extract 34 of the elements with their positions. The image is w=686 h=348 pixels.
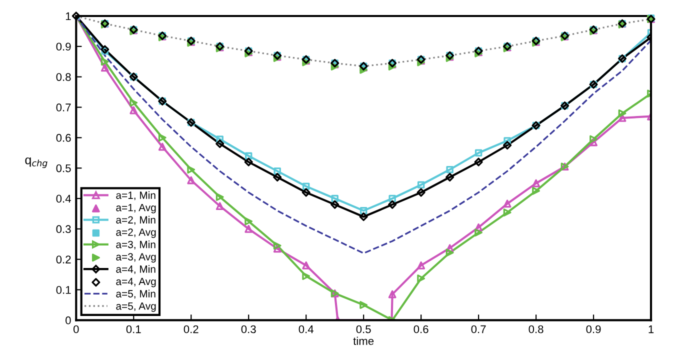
y-tick-label: 0.1 [56, 286, 71, 294]
x-tick-label: 0.3 [241, 325, 256, 334]
legend-label: a=3, Min [116, 240, 156, 250]
x-tick-label: 0.6 [414, 325, 428, 334]
x-axis-title: time [353, 336, 374, 345]
y-tick-label: 0 [66, 316, 71, 324]
x-tick-label: 0.4 [298, 325, 314, 334]
x-tick-label: 0.5 [356, 325, 371, 334]
x-tick-label: 0.7 [471, 325, 486, 334]
x-tick-label: 0.2 [184, 325, 198, 334]
y-tick-label: 0.5 [56, 164, 71, 172]
y-tick-label: 0.4 [56, 194, 71, 203]
legend-label: a=2, Min [116, 216, 156, 225]
x-tick-label: 1 [648, 325, 654, 334]
legend-label: a=5, Avg [116, 302, 156, 312]
y-tick-label: 0.6 [56, 134, 71, 142]
legend-label: a=4, Avg [116, 278, 156, 288]
x-tick-label: 0.8 [528, 325, 544, 334]
y-tick-label: 0.3 [56, 225, 71, 234]
legend-label: a=1, Min [116, 191, 156, 200]
x-tick-label: 0.1 [126, 325, 141, 334]
x-tick-label: 0 [73, 325, 79, 334]
y-tick-label: 0.2 [56, 256, 71, 264]
y-tick-label: 1 [66, 12, 71, 20]
y-tick-label: 0.7 [56, 104, 71, 112]
y-axis-title: q$_{chg}$ [25, 157, 48, 168]
legend-label: a=1, Avg [116, 204, 156, 214]
y-tick-label: 0.8 [56, 73, 71, 81]
x-tick-label: 0.9 [586, 325, 601, 334]
y-tick-label: 0.9 [56, 42, 71, 51]
legend-label: a=3, Avg [116, 253, 156, 263]
legend-label: a=2, Avg [116, 228, 156, 238]
legend-label: a=5, Min [116, 290, 156, 299]
legend-label: a=4, Min [116, 265, 156, 274]
